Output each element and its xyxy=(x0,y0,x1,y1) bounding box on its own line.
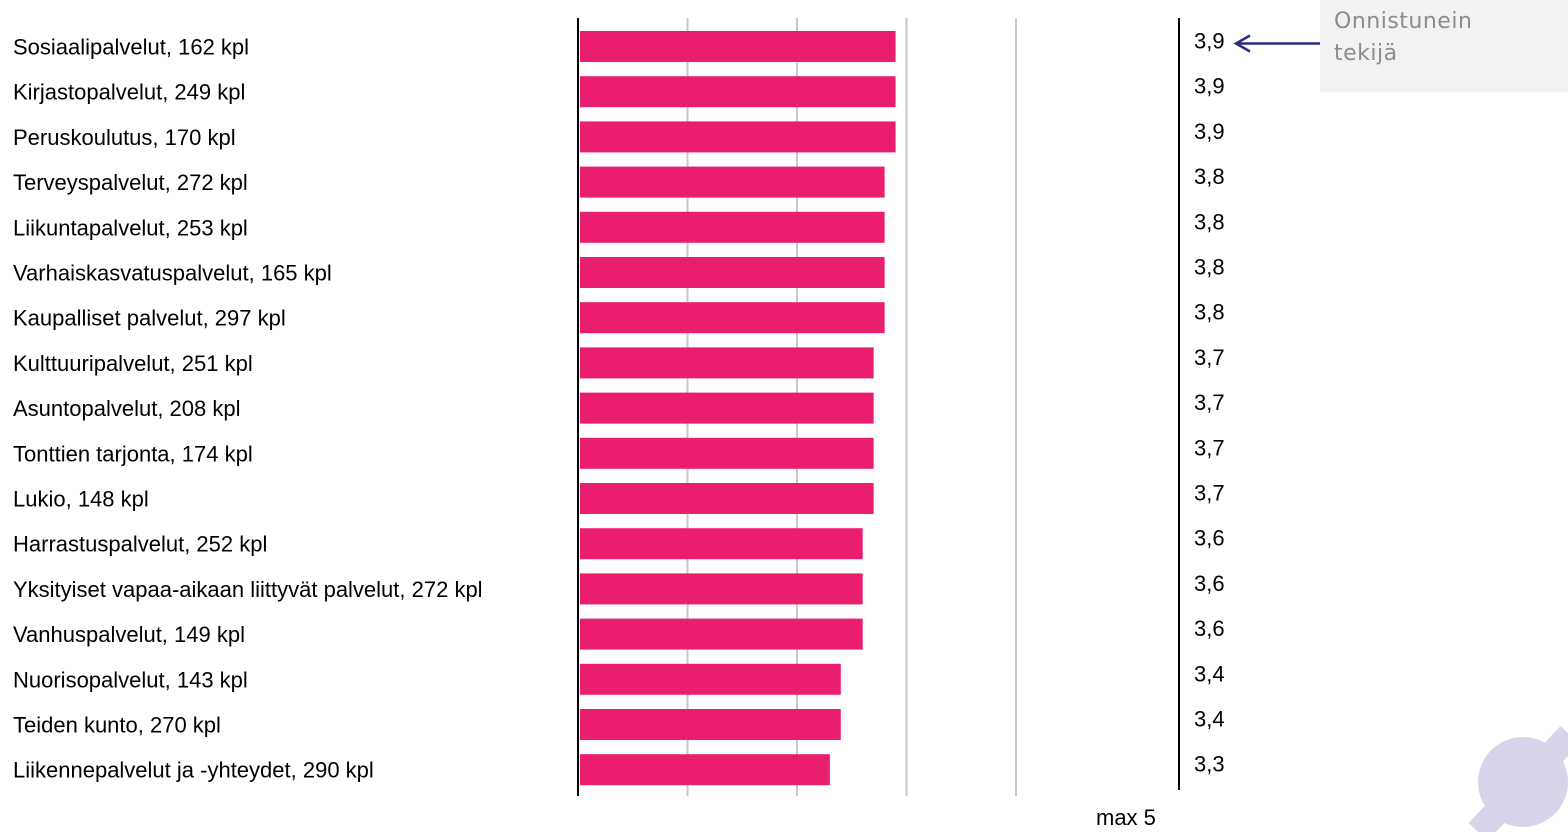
category-label: Kulttuuripalvelut, 251 kpl xyxy=(13,351,253,376)
bar xyxy=(580,392,874,424)
bar xyxy=(580,437,874,469)
category-label: Kirjastopalvelut, 249 kpl xyxy=(13,80,245,105)
category-label: Liikuntapalvelut, 253 kpl xyxy=(13,215,248,240)
category-labels: Sosiaalipalvelut, 162 kpl Kirjastopalvelu… xyxy=(13,35,483,783)
bar xyxy=(580,121,896,153)
category-label: Yksityiset vapaa-aikaan liittyvät palvel… xyxy=(13,577,483,602)
value-labels: 3,9 3,9 3,9 3,8 3,8 3,8 3,8 3,7 3,7 3,7 3,7 3,6 3,6 3… xyxy=(1194,29,1225,777)
value-label: 3,8 xyxy=(1194,164,1225,189)
category-label: Liikennepalvelut ja -yhteydet, 290 kpl xyxy=(13,758,374,783)
category-label: Harrastuspalvelut, 252 kpl xyxy=(13,532,267,557)
value-label: 3,6 xyxy=(1194,571,1225,596)
value-label: 3,4 xyxy=(1194,707,1225,732)
bar xyxy=(580,31,896,62)
category-label: Terveyspalvelut, 272 kpl xyxy=(13,170,248,195)
bar xyxy=(580,663,841,695)
bar xyxy=(580,709,841,740)
value-label: 3,9 xyxy=(1194,74,1225,99)
value-label: 3,8 xyxy=(1194,255,1225,280)
bar xyxy=(580,754,830,786)
bars xyxy=(580,31,896,786)
value-label: 3,9 xyxy=(1194,29,1225,54)
value-label: 3,7 xyxy=(1194,435,1225,460)
bar xyxy=(580,166,885,198)
max-label: max 5 xyxy=(1096,805,1156,830)
bar xyxy=(580,347,874,379)
category-label: Vanhuspalvelut, 149 kpl xyxy=(13,622,245,647)
bar xyxy=(580,483,874,514)
bar xyxy=(580,573,863,605)
value-label: 3,8 xyxy=(1194,209,1225,234)
value-label: 3,6 xyxy=(1194,616,1225,641)
category-label: Lukio, 148 kpl xyxy=(13,487,149,512)
callout-line-2: tekijä xyxy=(1334,41,1398,66)
value-label: 3,8 xyxy=(1194,300,1225,325)
bar xyxy=(580,257,885,288)
value-label: 3,9 xyxy=(1194,119,1225,144)
category-label: Teiden kunto, 270 kpl xyxy=(13,713,221,738)
best-performer-callout: Onnistunein tekijä xyxy=(1320,0,1568,92)
category-label: Nuorisopalvelut, 143 kpl xyxy=(13,667,248,692)
value-label: 3,7 xyxy=(1194,481,1225,506)
value-label: 3,7 xyxy=(1194,345,1225,370)
category-label: Sosiaalipalvelut, 162 kpl xyxy=(13,35,249,60)
bar xyxy=(580,211,885,243)
category-label: Kaupalliset palvelut, 297 kpl xyxy=(13,306,286,331)
value-label: 3,3 xyxy=(1194,752,1225,777)
value-label: 3,4 xyxy=(1194,661,1225,686)
category-label: Tonttien tarjonta, 174 kpl xyxy=(13,441,253,466)
decorative-shape xyxy=(1468,726,1568,832)
value-label: 3,6 xyxy=(1194,526,1225,551)
bar xyxy=(580,76,896,108)
category-label: Peruskoulutus, 170 kpl xyxy=(13,125,236,150)
callout-arrow xyxy=(1233,34,1320,53)
bar xyxy=(580,618,863,650)
callout-arrow-head xyxy=(1233,34,1251,53)
category-label: Varhaiskasvatuspalvelut, 165 kpl xyxy=(13,261,332,286)
bar xyxy=(580,528,863,560)
bar xyxy=(580,302,885,334)
category-label: Asuntopalvelut, 208 kpl xyxy=(13,396,241,421)
value-label: 3,7 xyxy=(1194,390,1225,415)
callout-line-1: Onnistunein xyxy=(1334,9,1473,34)
decorative-circle xyxy=(1478,737,1568,827)
